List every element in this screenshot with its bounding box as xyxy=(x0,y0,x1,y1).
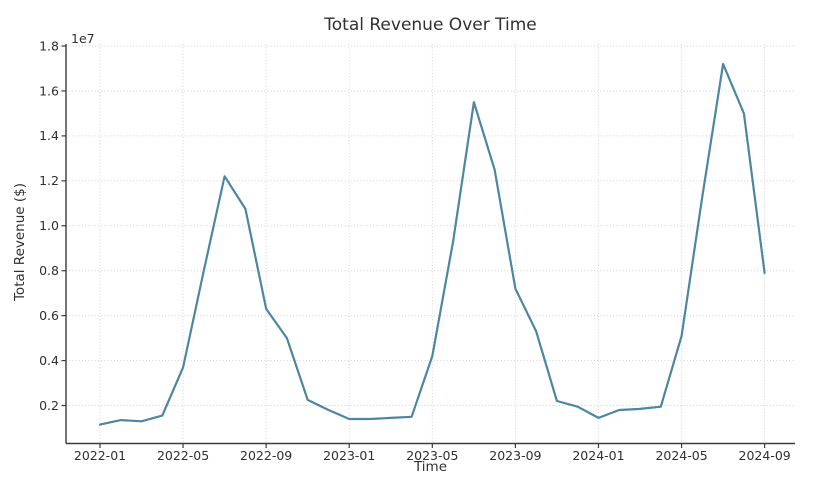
y-axis-label: Total Revenue ($) xyxy=(12,152,28,332)
y-tick-label: 0.6 xyxy=(39,308,59,323)
y-tick-label: 1.8 xyxy=(39,38,59,53)
y-tick-label: 0.2 xyxy=(39,398,59,413)
y-tick-label: 1.6 xyxy=(39,83,59,98)
chart-title: Total Revenue Over Time xyxy=(66,15,795,35)
revenue-line-chart: 0.20.40.60.81.01.21.41.61.82022-012022-0… xyxy=(0,0,832,486)
chart-figure: 0.20.40.60.81.01.21.41.61.82022-012022-0… xyxy=(0,0,832,486)
y-tick-label: 1.4 xyxy=(39,128,59,143)
y-tick-label: 0.4 xyxy=(39,353,59,368)
y-tick-label: 1.0 xyxy=(39,218,59,233)
y-axis-offset-label: 1e7 xyxy=(71,31,95,46)
x-axis-label: Time xyxy=(66,459,795,475)
y-tick-label: 0.8 xyxy=(39,263,59,278)
y-tick-label: 1.2 xyxy=(39,173,59,188)
